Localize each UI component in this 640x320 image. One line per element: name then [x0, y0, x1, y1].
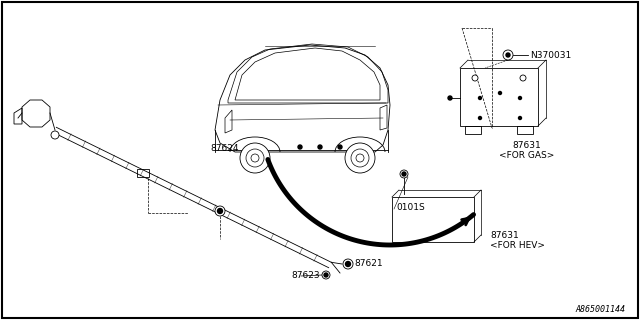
Text: <FOR HEV>: <FOR HEV>: [490, 241, 545, 250]
Text: 87623: 87623: [291, 271, 320, 281]
Circle shape: [518, 97, 522, 100]
Text: <FOR GAS>: <FOR GAS>: [499, 150, 555, 159]
Circle shape: [506, 53, 510, 57]
Circle shape: [448, 96, 452, 100]
Circle shape: [479, 116, 481, 119]
Text: 87621: 87621: [354, 259, 383, 268]
Text: 87631: 87631: [513, 140, 541, 149]
Circle shape: [402, 172, 406, 176]
Circle shape: [518, 116, 522, 119]
Circle shape: [499, 92, 502, 94]
Circle shape: [351, 149, 369, 167]
Circle shape: [343, 259, 353, 269]
Circle shape: [338, 145, 342, 149]
Circle shape: [240, 143, 270, 173]
Circle shape: [51, 131, 59, 139]
Circle shape: [479, 97, 481, 100]
Circle shape: [322, 271, 330, 279]
Circle shape: [218, 209, 223, 213]
Circle shape: [472, 75, 478, 81]
Circle shape: [251, 154, 259, 162]
Circle shape: [298, 145, 302, 149]
Text: 0101S: 0101S: [396, 203, 425, 212]
Circle shape: [503, 50, 513, 60]
Text: 87631: 87631: [490, 230, 519, 239]
Text: 87624: 87624: [210, 143, 239, 153]
Circle shape: [215, 206, 225, 216]
Circle shape: [318, 145, 322, 149]
Bar: [465, 126, 481, 134]
Bar: [517, 126, 533, 134]
Circle shape: [345, 143, 375, 173]
Circle shape: [246, 149, 264, 167]
Circle shape: [400, 170, 408, 178]
Text: N370031: N370031: [530, 51, 572, 60]
Circle shape: [356, 154, 364, 162]
Circle shape: [324, 273, 328, 277]
Circle shape: [346, 261, 351, 267]
Circle shape: [520, 75, 526, 81]
Text: A865001144: A865001144: [575, 306, 625, 315]
Bar: [460, 68, 538, 126]
Bar: [392, 197, 474, 242]
